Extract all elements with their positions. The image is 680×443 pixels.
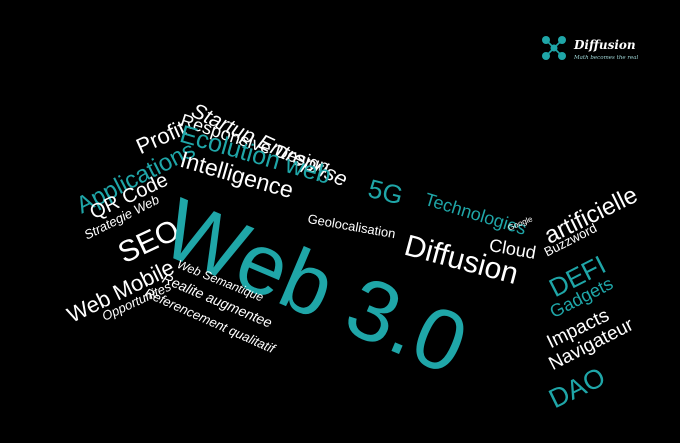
brand-logo: Diffusion Math becomes the real xyxy=(540,34,670,74)
word-5g: 5G xyxy=(365,173,407,211)
molecule-icon xyxy=(542,36,566,60)
brand-name: Diffusion xyxy=(574,38,636,52)
brand-tagline: Math becomes the real xyxy=(574,55,639,61)
